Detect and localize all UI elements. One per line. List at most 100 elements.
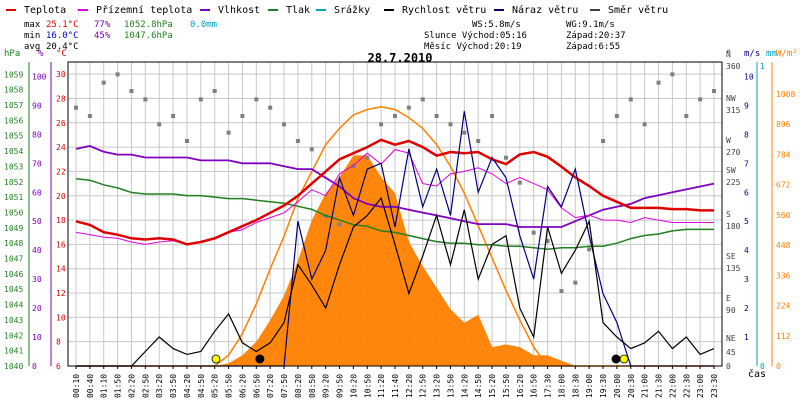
wind-direction-point: [517, 180, 522, 185]
radiation-tick-label: 0: [776, 362, 781, 371]
wind-direction-point: [490, 114, 495, 118]
wind-tick-label: 9: [744, 101, 749, 110]
x-tick-label: 15:50: [502, 374, 511, 398]
info-sun-rise: Slunce Východ:05:16: [424, 31, 527, 41]
x-tick-label: 08:50: [308, 374, 317, 398]
wind-tick-label: 8: [744, 130, 749, 139]
wind-direction-point: [226, 130, 231, 135]
wind-direction-point: [656, 80, 661, 85]
stats-block: max 25.1°C 77% 1052.8hPa 0.0mm min 16.0°…: [24, 20, 217, 52]
axis-title-celsius: °C: [56, 49, 67, 59]
wind-direction-point: [448, 122, 453, 127]
x-tick-label: 14:50: [474, 374, 483, 398]
wind-direction-point: [171, 114, 176, 118]
wind-direction-point: [309, 147, 314, 152]
legend-label-rychlost-vetru: Rychlost větru: [402, 4, 486, 16]
sunshine-area-fill: [76, 155, 714, 366]
x-tick-label: 07:50: [280, 374, 289, 398]
wind-direction-point: [365, 155, 370, 160]
wind-direction-marks: [74, 72, 716, 293]
pressure-tick-label: 1043: [4, 316, 23, 325]
temperature-tick-label: 14: [56, 265, 66, 274]
stats-min-humidity: 45%: [94, 31, 111, 41]
wind-direction-point: [476, 139, 481, 143]
wind-direction-point: [254, 97, 259, 102]
humidity-tick-label: 80: [32, 130, 42, 139]
x-tick-label: 22:00: [668, 374, 677, 398]
radiation-tick-label: 448: [776, 241, 791, 250]
x-axis-title: čas: [748, 368, 766, 380]
stats-min-pressure: 1047.6hPa: [124, 31, 173, 41]
direction-tick-label: 315: [726, 106, 741, 115]
info-wind-gust: WG:9.1m/s: [566, 20, 615, 30]
stats-max-rain: 0.0mm: [190, 20, 217, 30]
pressure-tick-label: 1053: [4, 162, 23, 171]
wind-direction-point: [337, 222, 342, 227]
stats-max-pressure: 1052.8hPa: [124, 20, 173, 30]
humidity-tick-label: 10: [32, 333, 42, 342]
radiation-tick-label: 112: [776, 332, 791, 341]
wind-speed-line: [76, 196, 715, 367]
pressure-line: [75, 177, 714, 251]
wind-direction-point: [101, 80, 106, 85]
right-axes: 045NE90E135SE180S225SW270W315NW360N12345…: [726, 50, 795, 371]
sunrise-sunset-marker: [211, 354, 221, 364]
humidity-tick-label: 90: [32, 101, 42, 110]
direction-tick-label: 135: [726, 264, 741, 273]
wind-direction-point: [379, 122, 384, 127]
temperature-tick-label: 16: [56, 240, 66, 249]
x-tick-label: 18:30: [571, 374, 580, 398]
wind-direction-point: [184, 139, 189, 143]
legend-label-srazky: Srážky: [334, 4, 370, 16]
x-tick-label: 12:20: [405, 374, 414, 398]
wind-tick-label: 7: [744, 159, 749, 168]
x-tick-label: 02:50: [141, 374, 150, 398]
x-tick-label: 15:20: [488, 374, 497, 398]
wind-direction-point: [545, 239, 550, 243]
wind-direction-point: [393, 114, 397, 118]
direction-tick-label: N: [726, 50, 731, 59]
wind-direction-point: [143, 97, 148, 102]
x-tick-label: 05:50: [225, 374, 234, 398]
pressure-tick-label: 1046: [4, 270, 23, 279]
pressure-tick-label: 1040: [4, 362, 23, 371]
wind-direction-point: [434, 114, 439, 118]
axis-title-degrees: °: [726, 49, 731, 59]
direction-tick-label: 45: [726, 348, 736, 357]
x-tick-label: 10:20: [349, 374, 358, 398]
pressure-tick-label: 1041: [4, 347, 23, 356]
temperature-tick-label: 12: [56, 289, 66, 298]
humidity-tick-label: 60: [32, 188, 42, 197]
info-moon-rise: Měsíc Východ:20:19: [424, 42, 522, 52]
x-tick-label: 22:30: [682, 374, 691, 398]
x-tick-label: 01:50: [114, 374, 123, 398]
info-moon-set: Západ:6:55: [566, 42, 620, 52]
info-wind-speed: WS:5.8m/s: [472, 20, 521, 30]
humidity-tick-label: 40: [32, 246, 42, 255]
stats-min-label: min: [24, 31, 40, 41]
sunshine-area: [76, 155, 714, 366]
legend-label-smer-vetru: Směr větru: [608, 4, 668, 16]
pressure-tick-label: 1048: [4, 239, 23, 248]
wind-direction-point: [129, 89, 134, 93]
rain-tick-label: 1: [760, 62, 765, 71]
wind-tick-label: 3: [744, 275, 749, 284]
direction-tick-label: SE: [726, 252, 736, 261]
x-tick-label: 13:20: [433, 374, 442, 398]
wind-direction-point: [87, 114, 92, 118]
x-tick-label: 00:40: [86, 374, 95, 398]
x-tick-label: 04:20: [183, 374, 192, 398]
temperature-line: [75, 138, 714, 246]
temperature-tick-label: 18: [56, 216, 66, 225]
wind-direction-point: [462, 130, 467, 135]
wind-direction-point: [74, 105, 78, 110]
direction-tick-label: NW: [726, 94, 736, 103]
wind-tick-label: 2: [744, 304, 749, 313]
sunrise-sunset-marker: [619, 354, 629, 364]
wind-direction-point: [573, 280, 578, 285]
radiation-tick-label: 336: [776, 271, 791, 280]
wind-direction-point: [712, 89, 716, 93]
wind-direction-point: [420, 97, 425, 102]
direction-tick-label: 225: [726, 178, 741, 187]
